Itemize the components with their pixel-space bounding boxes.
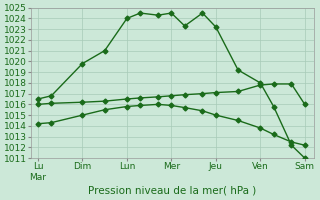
X-axis label: Pression niveau de la mer( hPa ): Pression niveau de la mer( hPa ) <box>88 186 257 196</box>
